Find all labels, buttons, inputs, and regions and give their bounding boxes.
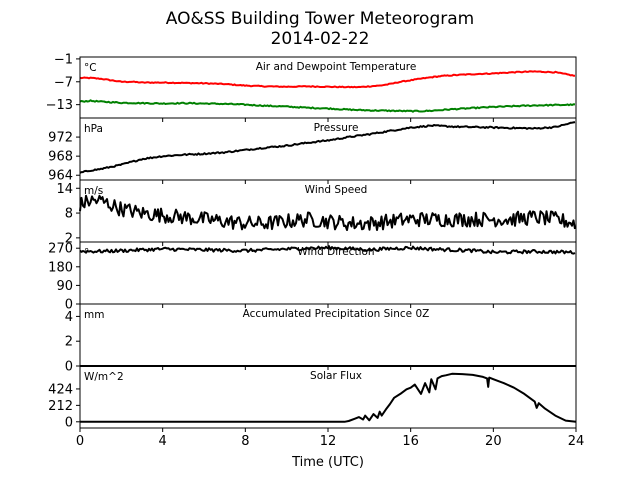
- y-tick-label-2-972: 972: [48, 131, 73, 146]
- chart-subtitle: 2014-02-22: [271, 29, 370, 49]
- chart-panels: −1 −7 −13 °C Air and Dewpoint Temperature 964…: [46, 52, 585, 449]
- chart-title: AO&SS Building Tower Meteorogram: [166, 9, 474, 29]
- y-tick-label-1--7: −7: [54, 75, 73, 90]
- panel-2-unit: hPa: [84, 123, 103, 135]
- panel-5: 0 2 4 mm Accumulated Precipitation Since 0Z: [65, 303, 577, 375]
- panel-1-series-2: [79, 99, 576, 113]
- panel-1-series-1: [79, 70, 575, 89]
- panel-4-series-1: [79, 245, 576, 255]
- panel-5-unit: mm: [84, 309, 104, 321]
- x-tick-label-24: 24: [568, 434, 585, 449]
- y-tick-label-1--13: −13: [46, 98, 73, 113]
- panel-3: 2 8 14 m/s Wind Speed: [56, 179, 577, 246]
- panel-3-series-1: [79, 194, 576, 231]
- y-tick-label-3-14: 14: [56, 182, 73, 197]
- panel-4: 0 90 180 270 ° Wind Direction: [48, 241, 577, 313]
- y-tick-label-4-0: 0: [65, 298, 73, 313]
- y-tick-label-6-424: 424: [48, 382, 73, 397]
- x-tick-label-20: 20: [485, 434, 502, 449]
- y-tick-label-5-2: 2: [65, 335, 73, 350]
- y-tick-label-4-90: 90: [56, 279, 73, 294]
- y-tick-label-4-180: 180: [48, 260, 73, 275]
- panel-1: −1 −7 −13 °C Air and Dewpoint Temperature: [46, 52, 577, 122]
- panel-2-series-1: [79, 121, 576, 174]
- y-tick-label-1--1: −1: [54, 52, 73, 67]
- x-axis-label: Time (UTC): [291, 455, 364, 470]
- y-tick-label-6-212: 212: [48, 399, 73, 414]
- panel-1-title: Air and Dewpoint Temperature: [256, 61, 417, 73]
- panel-6-series-1: [80, 372, 577, 423]
- y-tick-label-5-0: 0: [65, 360, 73, 375]
- y-tick-label-2-968: 968: [48, 150, 73, 165]
- x-tick-label-16: 16: [402, 434, 419, 449]
- panel-4-unit: °: [84, 247, 89, 259]
- y-tick-label-2-964: 964: [48, 169, 73, 184]
- x-tick-label-4: 4: [159, 434, 167, 449]
- y-tick-label-5-4: 4: [65, 310, 73, 325]
- x-tick-label-0: 0: [76, 434, 84, 449]
- x-tick-label-8: 8: [241, 434, 249, 449]
- panel-1-unit: °C: [84, 62, 97, 74]
- panel-3-title: Wind Speed: [305, 184, 368, 196]
- panel-2: 964 968 972 hPa Pressure: [48, 117, 577, 184]
- panel-4-title: Wind Direction: [297, 246, 374, 258]
- y-tick-label-3-2: 2: [65, 231, 73, 246]
- panel-2-title: Pressure: [314, 122, 359, 134]
- panel-6-title: Solar Flux: [310, 370, 362, 382]
- panel-5-title: Accumulated Precipitation Since 0Z: [243, 308, 430, 320]
- x-tick-label-12: 12: [320, 434, 337, 449]
- y-tick-label-4-270: 270: [48, 242, 73, 257]
- y-tick-label-3-8: 8: [65, 207, 73, 222]
- y-tick-label-6-0: 0: [65, 415, 73, 430]
- panel-3-unit: m/s: [84, 185, 103, 197]
- panel-6-unit: W/m^2: [84, 371, 124, 383]
